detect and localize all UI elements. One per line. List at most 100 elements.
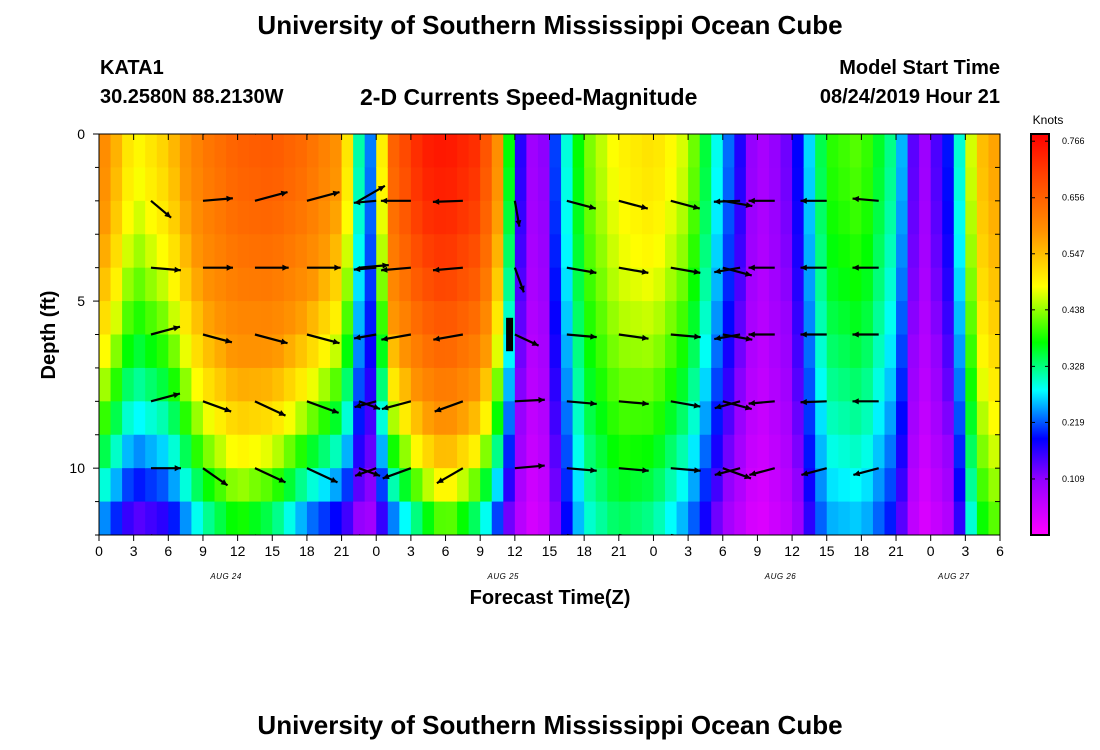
heatmap-cell (803, 468, 816, 503)
heatmap-cell (491, 434, 504, 469)
heatmap-cell (387, 334, 400, 369)
heatmap-cell (145, 134, 158, 169)
heatmap-cell (503, 501, 516, 535)
heatmap-cell (607, 301, 620, 336)
heatmap-cell (410, 434, 424, 469)
heatmap-cell (976, 334, 990, 369)
heatmap-cell (549, 134, 562, 169)
heatmap-cell (133, 200, 146, 235)
heatmap-cell (410, 367, 424, 402)
heatmap-cell (826, 267, 839, 302)
heatmap-cell (630, 367, 643, 402)
heatmap-cell (179, 468, 193, 503)
heatmap-cell (815, 234, 828, 269)
heatmap-cell (838, 267, 851, 302)
heatmap-cell (780, 401, 793, 436)
heatmap-cell (965, 134, 978, 169)
current-vector (566, 333, 597, 340)
heatmap-cell (965, 267, 978, 302)
heatmap-cell (168, 334, 181, 369)
heatmap-cell (872, 234, 886, 269)
heatmap-cell (896, 434, 909, 469)
heatmap-cell (872, 301, 886, 336)
heatmap-cell (826, 301, 839, 336)
heatmap-cell (988, 434, 1000, 469)
heatmap-cell (965, 167, 978, 202)
heatmap-cell (676, 401, 689, 436)
heatmap-cell (145, 301, 158, 336)
current-vector (358, 400, 381, 411)
heatmap-cell (503, 468, 516, 503)
x-tick-label: 21 (334, 543, 350, 559)
heatmap-cell (930, 367, 943, 402)
current-vector (801, 467, 828, 477)
heatmap-cell (861, 267, 874, 302)
heatmap-cell (191, 267, 204, 302)
heatmap-cell (861, 367, 874, 402)
heatmap-cell (561, 134, 574, 169)
heatmap-cell (122, 234, 135, 269)
heatmap-cell (711, 401, 724, 436)
x-tick-label: 15 (264, 543, 280, 559)
current-vector (150, 392, 181, 403)
heatmap-cell (341, 501, 354, 535)
heatmap-cell (295, 501, 308, 535)
heatmap-cell (445, 367, 458, 402)
heatmap-cell (768, 334, 782, 369)
heatmap-cell (815, 501, 828, 535)
footer-title: University of Southern Mississippi Ocean… (257, 710, 843, 740)
heatmap-cell (953, 434, 966, 469)
heatmap-cell (595, 334, 608, 369)
heatmap-cell (99, 267, 112, 302)
heatmap-cell (745, 234, 759, 269)
current-vector (618, 533, 626, 535)
current-vector (513, 200, 522, 227)
heatmap-cell (768, 501, 782, 535)
heatmap-cell (630, 434, 643, 469)
heatmap-cell (364, 200, 377, 235)
heatmap-cell (965, 301, 978, 336)
heatmap-cell (838, 234, 851, 269)
heatmap-cell (953, 167, 966, 202)
heatmap-cell (711, 267, 724, 302)
heatmap-cell (942, 234, 955, 269)
heatmap-cell (792, 468, 805, 503)
heatmap-cell (318, 434, 331, 469)
heatmap-cell (537, 334, 551, 369)
colorbar-tick-label: 0.547 (1062, 249, 1085, 259)
heatmap-cell (537, 301, 551, 336)
current-vector (618, 333, 649, 341)
heatmap-cell (976, 501, 990, 535)
heatmap-cell (514, 501, 527, 535)
x-tick-label: 0 (372, 543, 380, 559)
heatmap-cell (630, 234, 643, 269)
heatmap-cell (803, 200, 816, 235)
heatmap-cell (514, 134, 527, 169)
heatmap-cell (99, 200, 112, 235)
heatmap-cell (526, 267, 539, 302)
heatmap-cell (572, 301, 585, 336)
current-vector (306, 190, 340, 202)
heatmap-cell (399, 134, 412, 169)
heatmap-cell (665, 334, 678, 369)
heatmap-cell (410, 200, 424, 235)
heatmap-cell (330, 234, 343, 269)
colorbar-tick-label: 0.438 (1062, 305, 1085, 315)
vector-scale-marker (506, 317, 514, 352)
heatmap-cell (283, 167, 296, 202)
heatmap-cell (768, 301, 782, 336)
heatmap-cell (641, 134, 655, 169)
current-vector (306, 467, 338, 484)
heatmap-cell (919, 267, 932, 302)
heatmap-cell (688, 401, 701, 436)
heatmap-cell (884, 501, 897, 535)
heatmap-cell (953, 401, 966, 436)
heatmap-cell (214, 434, 227, 469)
heatmap-cell (433, 200, 447, 235)
heatmap-cell (480, 134, 493, 169)
heatmap-cell (399, 468, 412, 503)
heatmap-cell (976, 167, 990, 202)
heatmap-cell (607, 200, 620, 235)
heatmap-cell (306, 367, 320, 402)
heatmap-cell (572, 234, 585, 269)
